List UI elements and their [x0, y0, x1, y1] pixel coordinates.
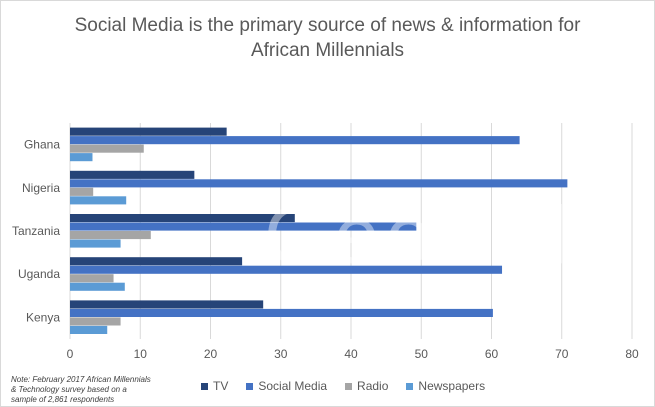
bar-uganda-social-media [70, 265, 503, 274]
legend-label: TV [213, 379, 229, 393]
x-tick-label: 0 [67, 347, 74, 361]
y-category-label: Tanzania [12, 224, 60, 238]
bar-nigeria-radio [70, 187, 94, 196]
x-tick-label: 40 [344, 347, 358, 361]
bar-kenya-radio [70, 317, 121, 326]
y-category-label: Kenya [26, 310, 60, 324]
x-tick-label: 50 [415, 347, 429, 361]
x-tick-label: 30 [274, 347, 288, 361]
y-category-label: Nigeria [22, 181, 60, 195]
bar-nigeria-tv [70, 170, 195, 179]
bar-tanzania-newspapers [70, 239, 121, 248]
chart-note: Note: February 2017 African Millennials … [11, 375, 151, 404]
x-tick-label: 80 [625, 347, 639, 361]
bar-uganda-radio [70, 274, 114, 283]
bar-nigeria-social-media [70, 179, 568, 188]
bar-tanzania-radio [70, 231, 151, 240]
watermark-logo: GeoPoll [264, 190, 598, 281]
bar-ghana-tv [70, 127, 227, 136]
bar-uganda-newspapers [70, 282, 125, 291]
legend-label: Newspapers [418, 379, 486, 393]
y-category-label: Ghana [24, 138, 60, 152]
legend-item: Radio [345, 379, 388, 393]
legend-label: Radio [357, 379, 389, 393]
bar-ghana-social-media [70, 136, 520, 145]
chart-title-line-1: Social Media is the primary source of ne… [74, 15, 581, 36]
bar-tanzania-social-media [70, 222, 417, 231]
legend-swatch [201, 382, 208, 390]
bar-kenya-newspapers [70, 325, 108, 334]
y-category-label: Uganda [18, 267, 60, 281]
chart-title: Social Media is the primary source of ne… [1, 13, 654, 63]
legend-swatch [345, 382, 353, 390]
bar-tanzania-tv [70, 214, 295, 223]
x-tick-label: 70 [555, 347, 569, 361]
chart-title-line-2: African Millennials [250, 40, 405, 61]
x-tick-label: 20 [204, 347, 218, 361]
bar-ghana-radio [70, 144, 144, 153]
legend-item: Social Media [246, 379, 327, 393]
x-tick-label: 60 [485, 347, 499, 361]
bar-kenya-social-media [70, 308, 493, 317]
bar-ghana-newspapers [70, 153, 93, 162]
bar-kenya-tv [70, 300, 264, 309]
bar-uganda-tv [70, 257, 243, 266]
legend-item: TV [201, 379, 228, 393]
legend-label: Social Media [258, 379, 328, 393]
legend-swatch [406, 382, 414, 390]
legend-item: Newspapers [406, 379, 485, 393]
x-tick-label: 10 [134, 347, 148, 361]
bar-nigeria-newspapers [70, 196, 127, 205]
chart-legend: TV Social Media Radio Newspapers [201, 378, 485, 394]
legend-swatch [246, 382, 254, 390]
